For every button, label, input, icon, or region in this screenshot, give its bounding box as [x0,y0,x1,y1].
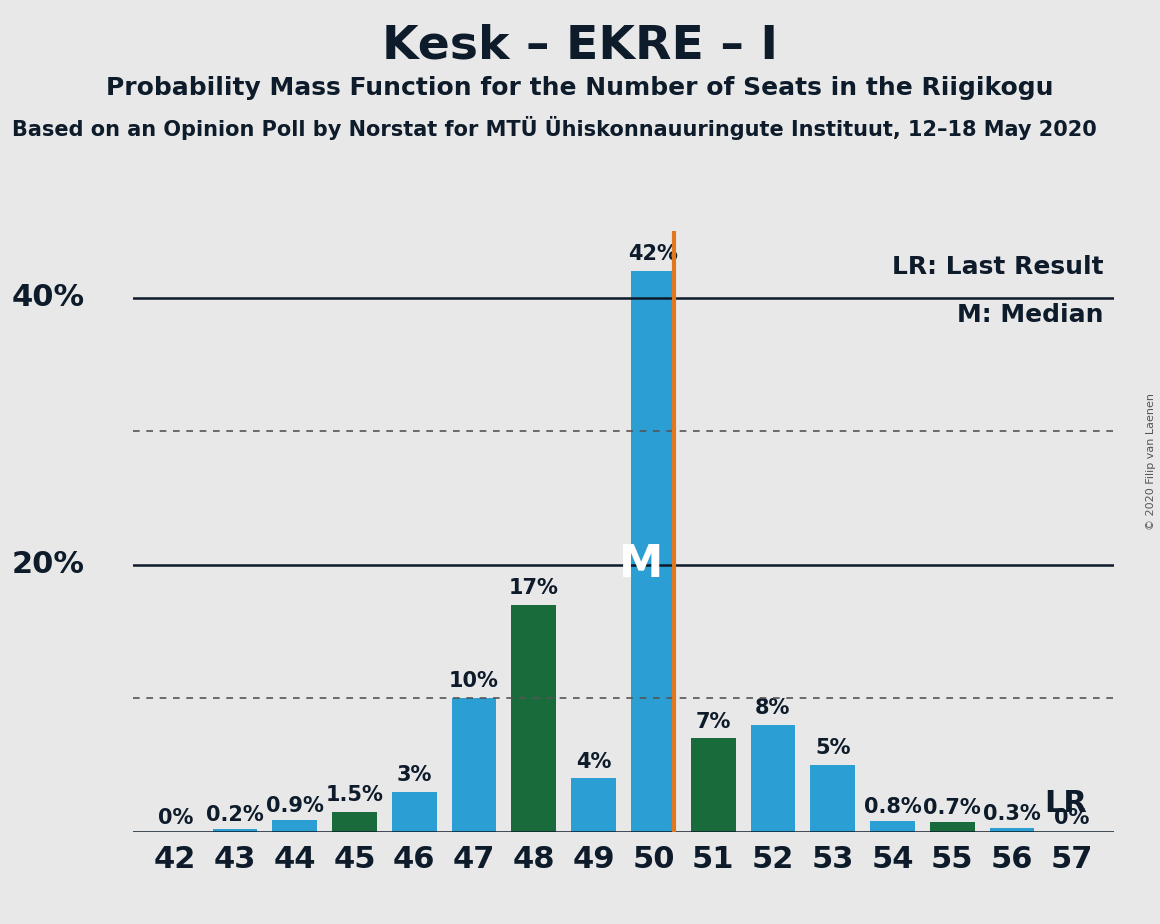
Bar [392,792,436,832]
Text: 17%: 17% [509,578,559,598]
Bar [989,828,1035,832]
Text: 3%: 3% [397,765,432,784]
Text: 0%: 0% [158,808,193,828]
Text: 0.8%: 0.8% [863,796,921,817]
Bar [273,820,317,832]
Bar [811,765,855,832]
Text: Kesk – EKRE – I: Kesk – EKRE – I [382,23,778,68]
Text: 8%: 8% [755,699,791,718]
Text: 5%: 5% [815,738,850,759]
Bar [332,811,377,832]
Text: Based on an Opinion Poll by Norstat for MTÜ Ühiskonnauuringute Instituut, 12–18 : Based on an Opinion Poll by Norstat for … [12,116,1096,140]
Text: 10%: 10% [449,672,499,691]
Bar [870,821,915,832]
Bar [571,778,616,832]
Text: M: M [619,543,664,586]
Bar [690,738,735,832]
Text: © 2020 Filip van Laenen: © 2020 Filip van Laenen [1146,394,1155,530]
Text: 0%: 0% [1054,808,1089,828]
Bar [451,699,496,832]
Bar [751,724,796,832]
Text: 0.7%: 0.7% [923,798,981,819]
Text: 4%: 4% [575,751,611,772]
Text: 0.9%: 0.9% [266,796,324,816]
Bar [512,604,557,832]
Text: 0.2%: 0.2% [206,805,263,825]
Text: LR: LR [1044,789,1087,819]
Text: LR: Last Result: LR: Last Result [892,255,1104,279]
Text: Probability Mass Function for the Number of Seats in the Riigikogu: Probability Mass Function for the Number… [107,76,1053,100]
Text: 0.3%: 0.3% [984,804,1041,823]
Bar [212,829,258,832]
Bar [930,822,974,832]
Text: 42%: 42% [629,244,679,264]
Text: 40%: 40% [12,284,85,312]
Bar [631,271,676,832]
Text: 7%: 7% [696,711,731,732]
Text: 1.5%: 1.5% [326,784,384,805]
Text: 20%: 20% [12,550,85,579]
Text: M: Median: M: Median [957,303,1104,327]
